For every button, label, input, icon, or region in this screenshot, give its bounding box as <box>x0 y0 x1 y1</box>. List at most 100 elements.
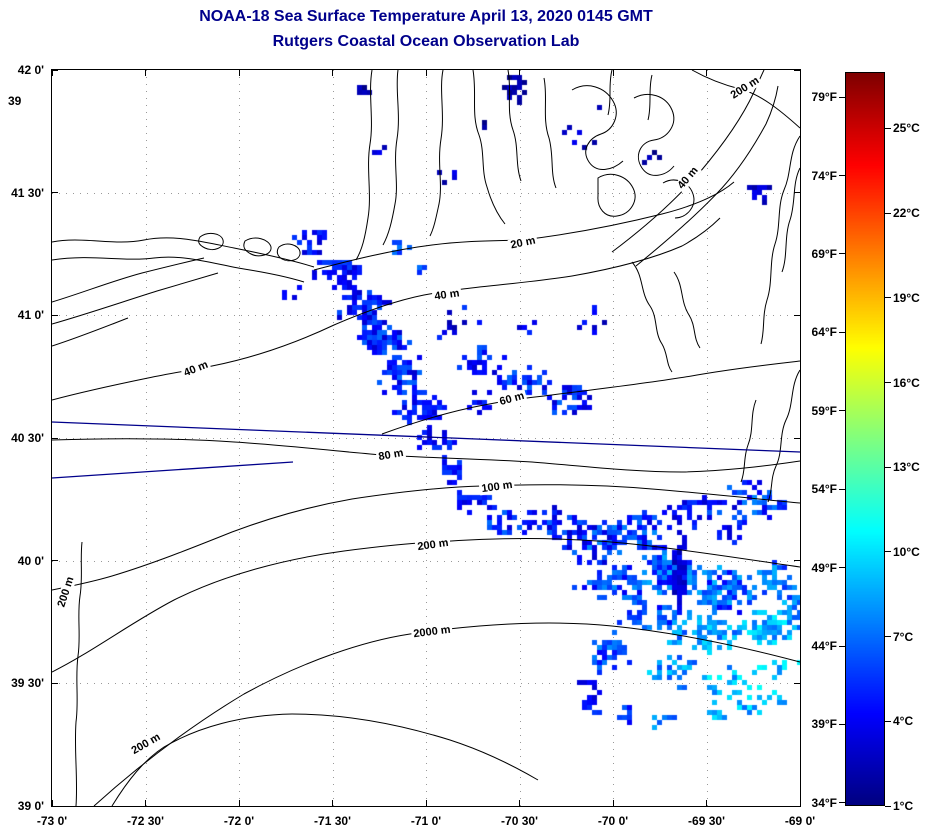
y-tick-label: 40 0' <box>17 553 44 568</box>
colorbar-fahrenheit-label: 69°F <box>811 246 837 261</box>
axis-tick <box>794 805 800 807</box>
bathymetry-contour <box>52 272 219 325</box>
colorbar-celsius-label: 25°C <box>893 121 920 136</box>
bathymetry-contour <box>760 135 800 345</box>
colorbar-tick-celsius <box>885 297 891 299</box>
bathymetry-contour <box>74 541 83 806</box>
bathymetry-contour <box>52 257 205 303</box>
y-tick-label: 39 0' <box>17 799 44 813</box>
x-tick-label: -70 30' <box>501 814 538 828</box>
colorbar-tick-celsius <box>885 636 891 638</box>
x-tick-label: -72 30' <box>127 814 164 828</box>
bathymetry-contour <box>52 237 315 268</box>
x-tick-label: -69 30' <box>688 814 725 828</box>
colorbar-tick-celsius <box>885 212 891 214</box>
colorbar-celsius-label: 4°C <box>893 714 914 729</box>
colorbar-celsius-label: 22°C <box>893 206 920 221</box>
bathymetry-contour <box>52 484 800 591</box>
bathymetry-contour <box>381 360 800 435</box>
colorbar-tick-celsius <box>885 551 891 553</box>
bathymetry-contour <box>52 256 305 283</box>
bathymetry-contour <box>781 167 800 273</box>
colorbar-celsius-label: 19°C <box>893 290 920 305</box>
bathymetry-contours-layer <box>52 70 800 806</box>
colorbar-celsius-label: 1°C <box>893 799 914 813</box>
bathymetry-contour <box>52 438 800 473</box>
colorbar-fahrenheit-label: 34°F <box>811 795 837 810</box>
bathymetry-contour <box>767 369 800 503</box>
colorbar-tick-celsius <box>885 466 891 468</box>
colorbar-celsius-label: 13°C <box>893 460 920 475</box>
y-tick-label: 41 0' <box>17 308 44 323</box>
x-tick-label: -72 0' <box>223 814 255 828</box>
colorbar-celsius-label: 16°C <box>893 375 920 390</box>
bathymetry-contour <box>673 271 701 349</box>
bathymetry-contour <box>740 399 757 483</box>
transect-line <box>52 421 800 453</box>
figure-title-line-1: NOAA-18 Sea Surface Temperature April 13… <box>199 8 653 25</box>
colorbar-fahrenheit-label: 74°F <box>811 168 837 183</box>
figure-title-line-2: Rutgers Coastal Ocean Observation Lab <box>272 33 580 50</box>
x-tick-label: -73 0' <box>36 814 68 828</box>
bathymetry-contour <box>543 77 557 189</box>
x-tick-label: -71 30' <box>314 814 351 828</box>
bathymetry-contour <box>571 85 624 170</box>
colorbar-tick-fahrenheit <box>839 253 845 255</box>
colorbar-celsius-label: 7°C <box>893 629 914 644</box>
y-tick-label: 40 30' <box>11 431 44 445</box>
bathymetry-contour <box>243 237 272 257</box>
colorbar <box>845 72 885 806</box>
colorbar-tick-celsius <box>885 720 891 722</box>
colorbar-tick-fahrenheit <box>839 488 845 490</box>
x-tick-label: -70 0' <box>597 814 629 828</box>
bathymetry-contour <box>691 70 800 129</box>
colorbar-tick-fahrenheit <box>839 802 845 804</box>
bathymetry-contour <box>472 70 506 225</box>
bathymetry-contour <box>607 70 613 116</box>
bathymetry-contour <box>507 70 522 182</box>
colorbar-tick-celsius <box>885 127 891 129</box>
colorbar-tick-fahrenheit <box>839 331 845 333</box>
colorbar-fahrenheit-label: 54°F <box>811 482 837 497</box>
bathymetry-contour <box>355 70 373 261</box>
bathymetry-contour <box>429 70 444 237</box>
y-axis-extra-label: 39 <box>8 94 22 108</box>
colorbar-fahrenheit-label: 59°F <box>811 403 837 418</box>
transect-line <box>52 461 294 479</box>
colorbar-tick-celsius <box>885 805 891 807</box>
bathymetry-contour <box>647 74 653 121</box>
bathymetry-contour <box>633 94 675 176</box>
bathymetry-contour <box>313 181 735 271</box>
bathymetry-contour <box>52 538 800 673</box>
bathymetry-contour <box>662 179 695 219</box>
colorbar-tick-fahrenheit <box>839 175 845 176</box>
bathymetry-contour <box>52 317 129 347</box>
bathymetry-contour <box>198 232 224 251</box>
bathymetry-contour <box>635 85 779 267</box>
colorbar-tick-celsius <box>885 382 891 384</box>
colorbar-fahrenheit-label: 39°F <box>811 717 837 732</box>
bathymetry-contour <box>276 243 301 262</box>
colorbar-fahrenheit-label: 64°F <box>811 325 837 340</box>
bathymetry-contour <box>382 70 399 246</box>
colorbar-tick-fahrenheit <box>839 645 845 647</box>
colorbar-fahrenheit-label: 49°F <box>811 560 837 575</box>
colorbar-fahrenheit-label: 79°F <box>811 90 837 105</box>
colorbar-tick-fahrenheit <box>839 410 845 412</box>
axis-tick <box>52 805 58 807</box>
axis-tick <box>799 70 801 76</box>
colorbar-celsius-label: 10°C <box>893 544 920 559</box>
y-tick-label: 42 0' <box>17 63 44 77</box>
x-tick-label: -69 0' <box>784 814 816 828</box>
bathymetry-contour <box>93 622 800 806</box>
y-tick-label: 39 30' <box>11 676 44 691</box>
x-tick-label: -71 0' <box>410 814 442 828</box>
colorbar-gradient <box>846 73 884 805</box>
y-tick-label: 41 30' <box>11 185 44 200</box>
colorbar-tick-fahrenheit <box>839 723 845 725</box>
bathymetry-contour <box>111 713 539 806</box>
colorbar-tick-fahrenheit <box>839 567 845 569</box>
bathymetry-contour <box>597 173 636 217</box>
